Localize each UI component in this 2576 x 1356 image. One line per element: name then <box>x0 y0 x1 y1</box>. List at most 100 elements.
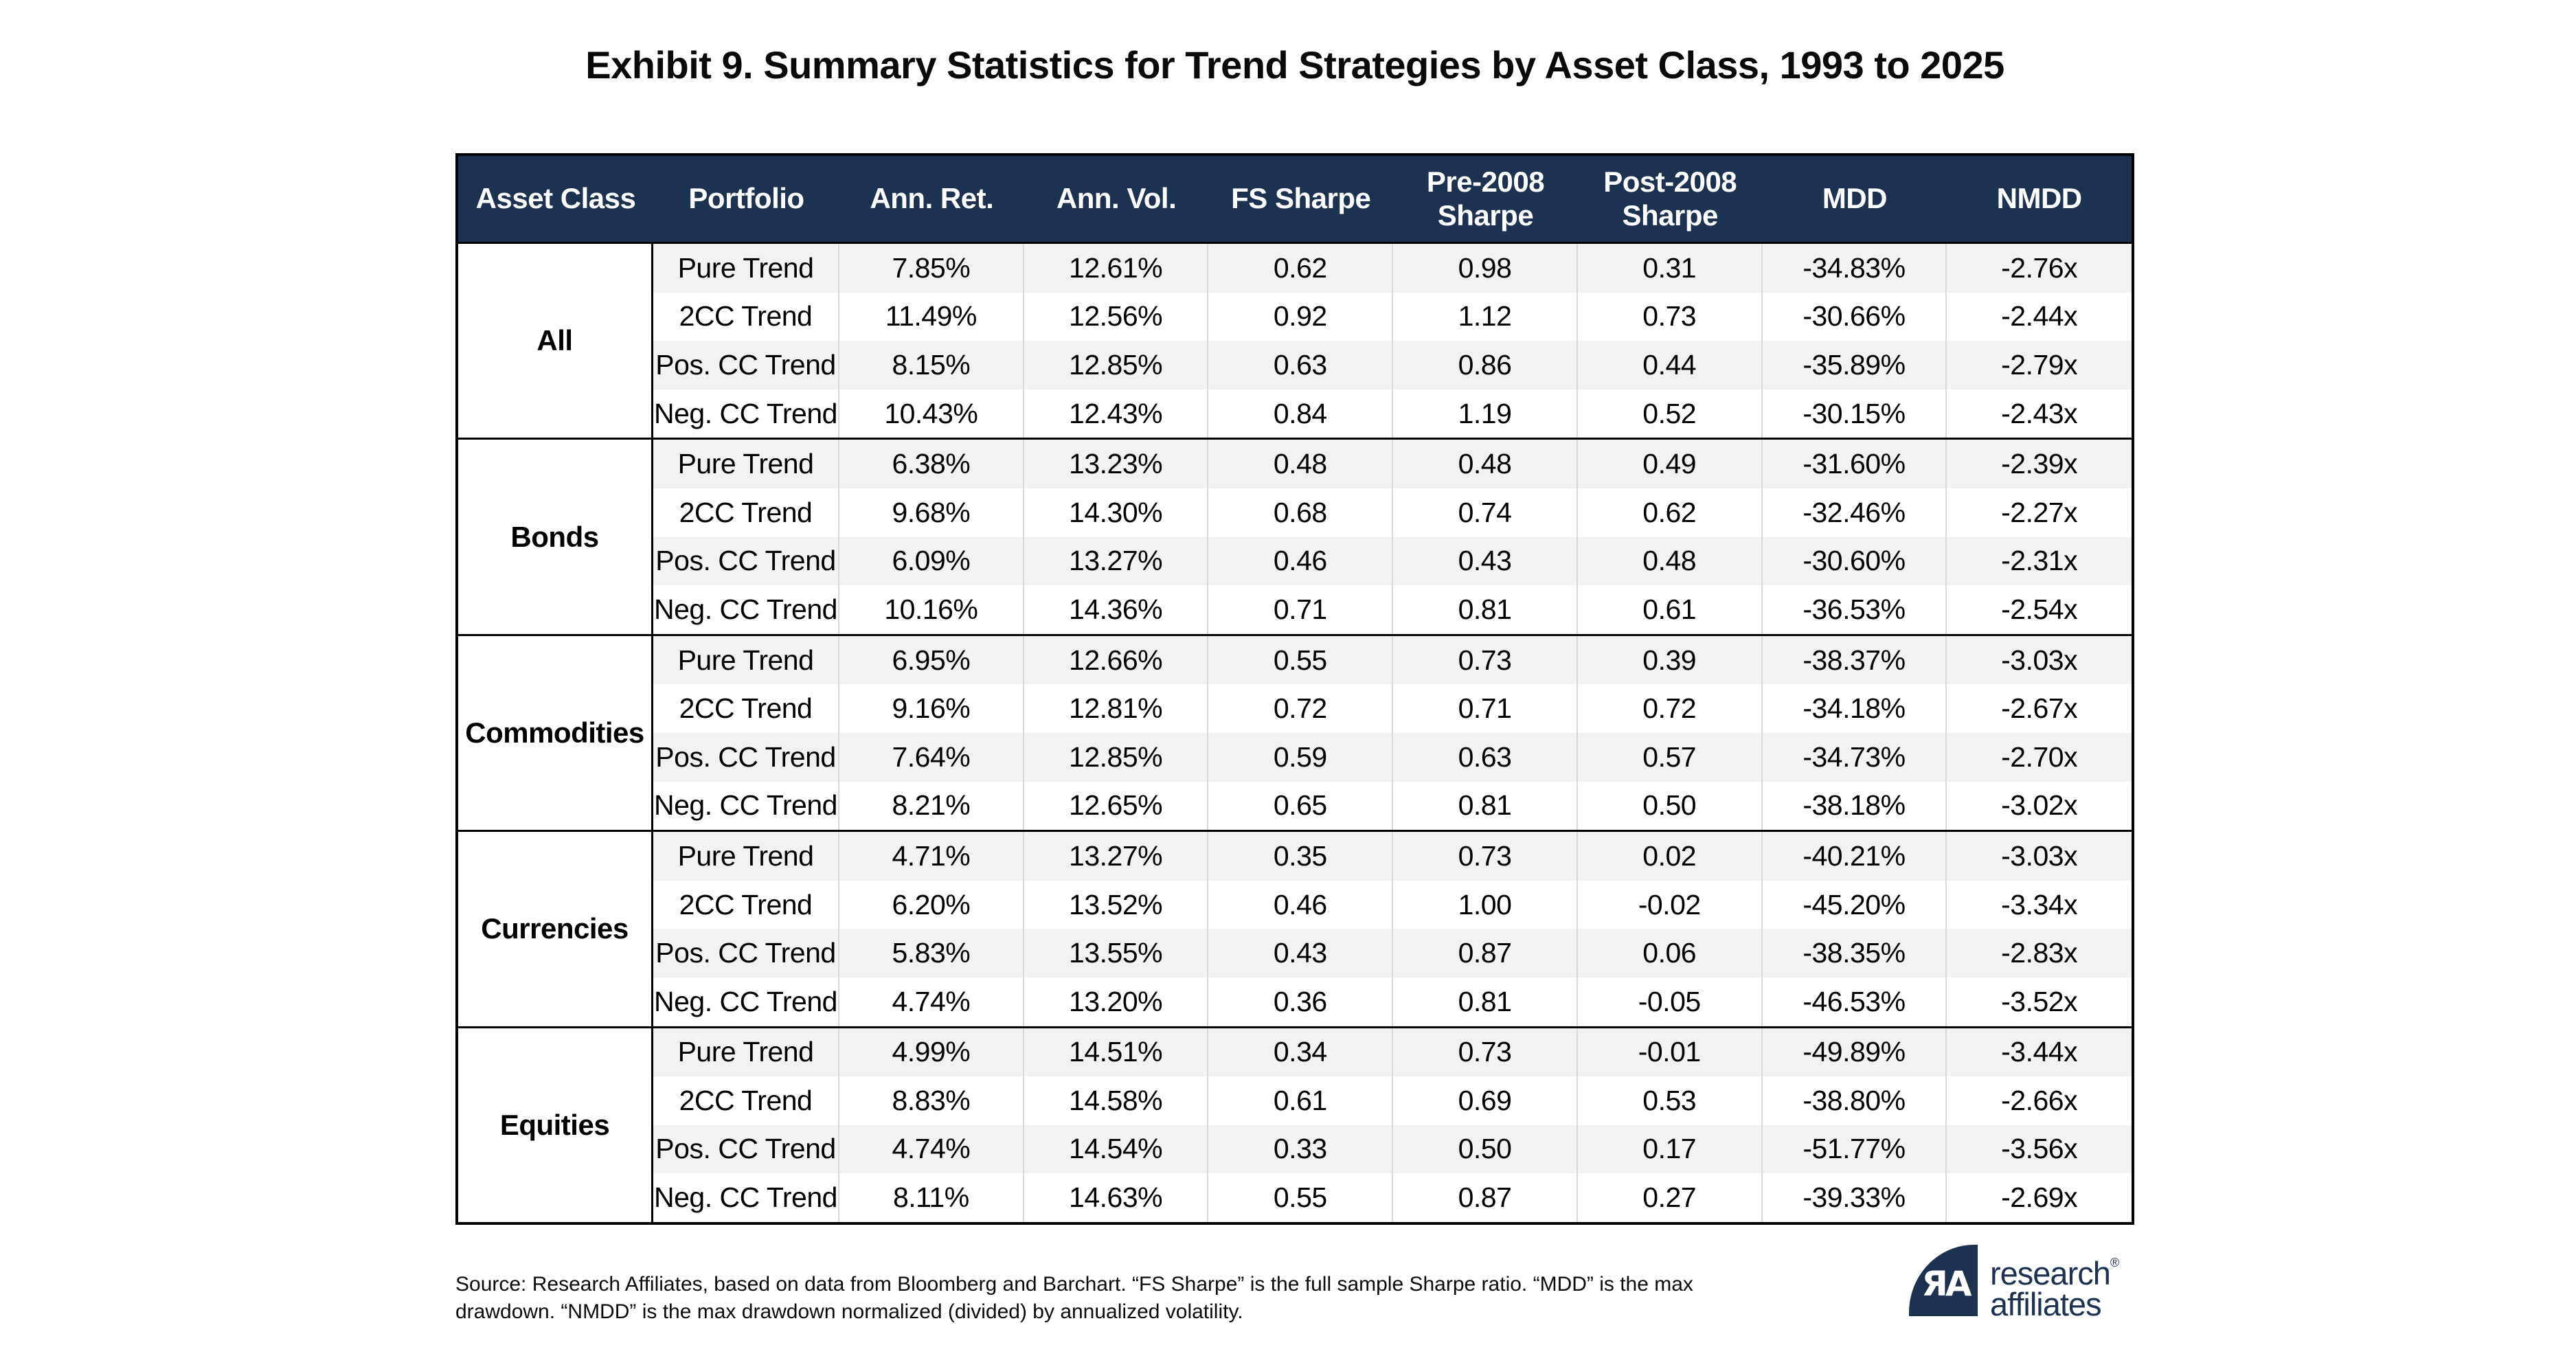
cell-nmdd: -3.44x <box>2001 1036 2078 1068</box>
cell-nmdd: -3.02x <box>2001 789 2078 822</box>
cell-fs-sharpe: 0.62 <box>1208 244 1394 293</box>
asset-group-bonds: Bonds Pure Trend 6.38% 13.23% 0.48 0.48 0.49 -3… <box>458 438 2132 634</box>
table-row: Neg. CC Trend 4.74% 13.20% 0.36 0.81 -0.05 -46… <box>653 977 2132 1026</box>
cell-portfolio: Pos. CC Trend <box>653 341 839 389</box>
cell-portfolio: 2CC Trend <box>653 292 839 341</box>
cell-nmdd: -2.83x <box>2001 937 2078 969</box>
table-row: Neg. CC Trend 10.16% 14.36% 0.71 0.81 0.61 -36… <box>653 585 2132 634</box>
asset-class-cell: Commodities <box>458 635 653 830</box>
cell-pre-2008-sharpe: 0.81 <box>1393 585 1578 634</box>
asset-group-currencies: Currencies Pure Trend 4.71% 13.27% 0.35 0.73 0… <box>458 830 2132 1026</box>
ra-wordmark-line1: research <box>1990 1255 2111 1291</box>
table-row: Pure Trend 4.71% 13.27% 0.35 0.73 0.02 -40.21%… <box>653 832 2132 881</box>
cell-ann-ret: 4.74% <box>839 1125 1024 1174</box>
asset-class-cell: Equities <box>458 1028 653 1222</box>
cell-mdd: -34.18% <box>1763 684 1947 733</box>
table-row: 2CC Trend 6.20% 13.52% 0.46 1.00 -0.02 -45.20%… <box>653 880 2132 929</box>
cell-mdd: -35.89% <box>1763 341 1947 389</box>
table-row: Pos. CC Trend 4.74% 14.54% 0.33 0.50 0.17 -51.… <box>653 1125 2132 1174</box>
table-row: Pos. CC Trend 6.09% 13.27% 0.46 0.43 0.48 -30.… <box>653 536 2132 586</box>
cell-fs-sharpe: 0.71 <box>1208 585 1394 634</box>
table-row: 2CC Trend 9.68% 14.30% 0.68 0.74 0.62 -32.46% -… <box>653 488 2132 537</box>
cell-mdd: -40.21% <box>1763 832 1947 881</box>
cell-mdd: -38.37% <box>1763 635 1947 685</box>
cell-fs-sharpe: 0.33 <box>1208 1125 1394 1174</box>
cell-portfolio: 2CC Trend <box>653 1076 839 1125</box>
cell-mdd: -38.35% <box>1763 929 1947 978</box>
cell-post-2008-sharpe: -0.05 <box>1578 977 1763 1026</box>
cell-ann-vol: 12.85% <box>1024 732 1209 782</box>
column-header-ann-ret: Ann. Ret. <box>870 182 994 215</box>
cell-mdd: -36.53% <box>1763 585 1947 634</box>
cell-mdd: -30.66% <box>1763 292 1947 341</box>
cell-portfolio: Neg. CC Trend <box>653 977 839 1026</box>
cell-ann-ret: 4.74% <box>839 977 1024 1026</box>
cell-post-2008-sharpe: -0.01 <box>1578 1028 1763 1077</box>
cell-pre-2008-sharpe: 0.86 <box>1393 341 1578 389</box>
cell-mdd: -34.83% <box>1763 244 1947 293</box>
cell-nmdd: -2.66x <box>2001 1084 2078 1116</box>
column-header-post-2008-sharpe: Post-2008 Sharpe <box>1603 166 1737 231</box>
cell-ann-vol: 14.63% <box>1024 1173 1209 1222</box>
cell-pre-2008-sharpe: 0.73 <box>1393 1028 1578 1077</box>
cell-ann-vol: 13.52% <box>1024 880 1209 929</box>
cell-post-2008-sharpe: 0.44 <box>1578 341 1763 389</box>
cell-pre-2008-sharpe: 0.87 <box>1393 929 1578 978</box>
cell-portfolio: Neg. CC Trend <box>653 585 839 634</box>
cell-nmdd: -2.67x <box>2001 692 2078 725</box>
ra-monogram: ЯA <box>1921 1264 1971 1304</box>
cell-ann-vol: 12.85% <box>1024 341 1209 389</box>
cell-fs-sharpe: 0.35 <box>1208 832 1394 881</box>
ra-logo: ЯA research® affiliates <box>1909 1243 2136 1320</box>
column-header-portfolio: Portfolio <box>688 182 804 215</box>
cell-nmdd: -2.27x <box>2001 496 2078 528</box>
cell-portfolio: Pos. CC Trend <box>653 536 839 586</box>
cell-fs-sharpe: 0.65 <box>1208 781 1394 830</box>
cell-mdd: -45.20% <box>1763 880 1947 929</box>
registered-trademark-icon: ® <box>2110 1256 2120 1269</box>
cell-post-2008-sharpe: 0.57 <box>1578 732 1763 782</box>
cell-fs-sharpe: 0.55 <box>1208 1173 1394 1222</box>
cell-fs-sharpe: 0.72 <box>1208 684 1394 733</box>
cell-post-2008-sharpe: 0.72 <box>1578 684 1763 733</box>
cell-nmdd: -2.70x <box>2001 741 2078 773</box>
cell-ann-ret: 6.09% <box>839 536 1024 586</box>
cell-post-2008-sharpe: 0.06 <box>1578 929 1763 978</box>
cell-pre-2008-sharpe: 0.50 <box>1393 1125 1578 1174</box>
ra-wordmark: research® affiliates <box>1990 1247 2119 1320</box>
cell-mdd: -30.60% <box>1763 536 1947 586</box>
cell-portfolio: 2CC Trend <box>653 488 839 537</box>
cell-pre-2008-sharpe: 0.98 <box>1393 244 1578 293</box>
cell-fs-sharpe: 0.84 <box>1208 389 1394 438</box>
cell-ann-ret: 8.15% <box>839 341 1024 389</box>
cell-ann-vol: 12.81% <box>1024 684 1209 733</box>
cell-post-2008-sharpe: 0.48 <box>1578 536 1763 586</box>
ra-logo-mark-icon: ЯA <box>1909 1245 1978 1316</box>
cell-post-2008-sharpe: 0.39 <box>1578 635 1763 685</box>
cell-ann-ret: 6.20% <box>839 880 1024 929</box>
asset-group-commodities: Commodities Pure Trend 6.95% 12.66% 0.55 0.73… <box>458 633 2132 830</box>
cell-portfolio: Neg. CC Trend <box>653 781 839 830</box>
cell-nmdd: -2.39x <box>2001 448 2078 480</box>
cell-ann-ret: 4.71% <box>839 832 1024 881</box>
cell-post-2008-sharpe: 0.53 <box>1578 1076 1763 1125</box>
cell-pre-2008-sharpe: 1.12 <box>1393 292 1578 341</box>
cell-ann-vol: 14.51% <box>1024 1028 1209 1077</box>
cell-ann-vol: 14.54% <box>1024 1125 1209 1174</box>
cell-nmdd: -2.79x <box>2001 348 2078 381</box>
cell-fs-sharpe: 0.68 <box>1208 488 1394 537</box>
cell-ann-ret: 6.95% <box>839 635 1024 685</box>
cell-ann-ret: 9.16% <box>839 684 1024 733</box>
cell-post-2008-sharpe: 0.17 <box>1578 1125 1763 1174</box>
table-row: Pure Trend 4.99% 14.51% 0.34 0.73 -0.01 -49.89… <box>653 1028 2132 1077</box>
cell-ann-ret: 6.38% <box>839 440 1024 488</box>
cell-nmdd: -3.03x <box>2001 644 2078 676</box>
cell-ann-ret: 7.64% <box>839 732 1024 782</box>
cell-nmdd: -2.43x <box>2001 397 2078 429</box>
cell-pre-2008-sharpe: 0.74 <box>1393 488 1578 537</box>
cell-ann-ret: 5.83% <box>839 929 1024 978</box>
cell-post-2008-sharpe: 0.49 <box>1578 440 1763 488</box>
cell-fs-sharpe: 0.61 <box>1208 1076 1394 1125</box>
cell-mdd: -39.33% <box>1763 1173 1947 1222</box>
cell-post-2008-sharpe: -0.02 <box>1578 880 1763 929</box>
